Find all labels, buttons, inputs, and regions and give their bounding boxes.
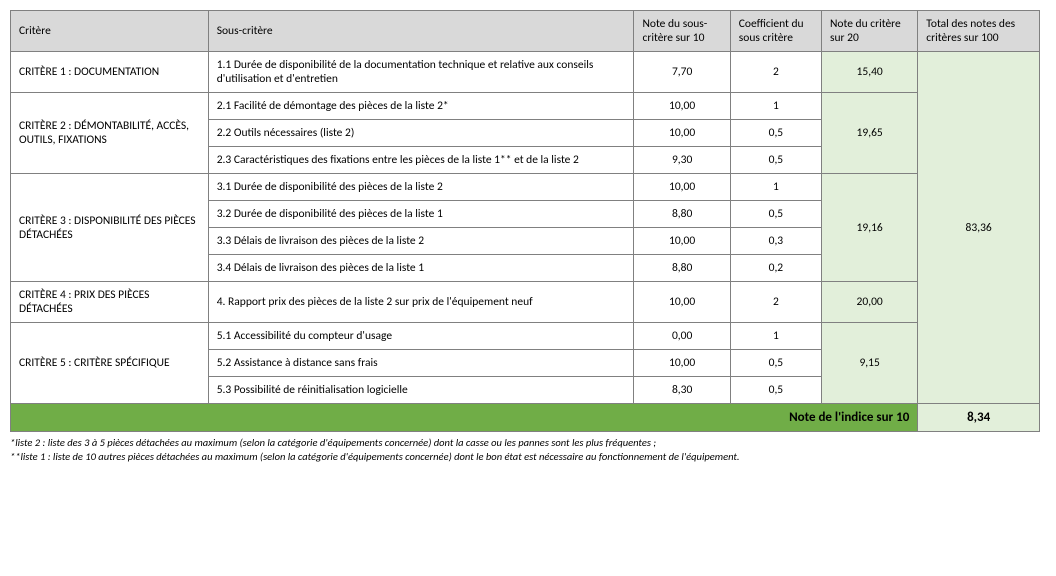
coef-5-1: 1 bbox=[730, 323, 821, 350]
sous-critere-5-2: 5.2 Assistance à distance sans frais bbox=[208, 350, 634, 377]
coef-1-1: 2 bbox=[730, 52, 821, 93]
total-indice-label: Note de l'indice sur 10 bbox=[11, 404, 918, 432]
note10-5-3: 8,30 bbox=[634, 377, 730, 404]
note10-2-3: 9,30 bbox=[634, 147, 730, 174]
sous-critere-5-1: 5.1 Accessibilité du compteur d'usage bbox=[208, 323, 634, 350]
sous-critere-1-1: 1.1 Durée de disponibilité de la documen… bbox=[208, 52, 634, 93]
sous-critere-3-3: 3.3 Délais de livraison des pièces de la… bbox=[208, 228, 634, 255]
header-sous-critere: Sous-critère bbox=[208, 11, 634, 52]
coef-3-1: 1 bbox=[730, 174, 821, 201]
critere-5-label: CRITÈRE 5 : CRITÈRE SPÉCIFIQUE bbox=[11, 323, 209, 404]
footnote-2: **liste 1 : liste de 10 autres pièces dé… bbox=[10, 450, 1040, 464]
note20-c3: 19,16 bbox=[822, 174, 918, 282]
coef-5-3: 0,5 bbox=[730, 377, 821, 404]
coef-5-2: 0,5 bbox=[730, 350, 821, 377]
total-indice-value: 8,34 bbox=[918, 404, 1040, 432]
sous-critere-3-4: 3.4 Délais de livraison des pièces de la… bbox=[208, 255, 634, 282]
critere-3-label: CRITÈRE 3 : DISPONIBILITÉ DES PIÈCES DÉT… bbox=[11, 174, 209, 282]
sous-critere-2-2: 2.2 Outils nécessaires (liste 2) bbox=[208, 120, 634, 147]
note10-3-1: 10,00 bbox=[634, 174, 730, 201]
evaluation-table: Critère Sous-critère Note du sous-critèr… bbox=[10, 10, 1040, 432]
coef-3-2: 0,5 bbox=[730, 201, 821, 228]
note20-c2: 19,65 bbox=[822, 93, 918, 174]
coef-2-3: 0,5 bbox=[730, 147, 821, 174]
note10-2-1: 10,00 bbox=[634, 93, 730, 120]
sous-critere-3-1: 3.1 Durée de disponibilité des pièces de… bbox=[208, 174, 634, 201]
table-row: CRITÈRE 1 : DOCUMENTATION 1.1 Durée de d… bbox=[11, 52, 1040, 93]
table-row: CRITÈRE 5 : CRITÈRE SPÉCIFIQUE 5.1 Acces… bbox=[11, 323, 1040, 350]
header-note-20: Note du critère sur 20 bbox=[822, 11, 918, 52]
footnotes: *liste 2 : liste des 3 à 5 pièces détach… bbox=[10, 436, 1040, 464]
note20-c4: 20,00 bbox=[822, 282, 918, 323]
critere-4-label: CRITÈRE 4 : PRIX DES PIÈCES DÉTACHÉES bbox=[11, 282, 209, 323]
note10-5-2: 10,00 bbox=[634, 350, 730, 377]
header-note-10: Note du sous-critère sur 10 bbox=[634, 11, 730, 52]
coef-4-1: 2 bbox=[730, 282, 821, 323]
note10-3-2: 8,80 bbox=[634, 201, 730, 228]
total-row: Note de l'indice sur 10 8,34 bbox=[11, 404, 1040, 432]
header-row: Critère Sous-critère Note du sous-critèr… bbox=[11, 11, 1040, 52]
header-total-100: Total des notes des critères sur 100 bbox=[918, 11, 1040, 52]
footnote-1: *liste 2 : liste des 3 à 5 pièces détach… bbox=[10, 436, 1040, 450]
sous-critere-3-2: 3.2 Durée de disponibilité des pièces de… bbox=[208, 201, 634, 228]
header-coefficient: Coefficient du sous critère bbox=[730, 11, 821, 52]
coef-3-3: 0,3 bbox=[730, 228, 821, 255]
critere-1-label: CRITÈRE 1 : DOCUMENTATION bbox=[11, 52, 209, 93]
table-row: CRITÈRE 3 : DISPONIBILITÉ DES PIÈCES DÉT… bbox=[11, 174, 1040, 201]
coef-2-2: 0,5 bbox=[730, 120, 821, 147]
note10-4-1: 10,00 bbox=[634, 282, 730, 323]
note20-c5: 9,15 bbox=[822, 323, 918, 404]
coef-3-4: 0,2 bbox=[730, 255, 821, 282]
critere-2-label: CRITÈRE 2 : DÉMONTABILITÉ, ACCÈS, OUTILS… bbox=[11, 93, 209, 174]
sous-critere-5-3: 5.3 Possibilité de réinitialisation logi… bbox=[208, 377, 634, 404]
note10-5-1: 0,00 bbox=[634, 323, 730, 350]
total-100: 83,36 bbox=[918, 52, 1040, 404]
sous-critere-2-3: 2.3 Caractéristiques des fixations entre… bbox=[208, 147, 634, 174]
header-critere: Critère bbox=[11, 11, 209, 52]
coef-2-1: 1 bbox=[730, 93, 821, 120]
note20-c1: 15,40 bbox=[822, 52, 918, 93]
note10-3-3: 10,00 bbox=[634, 228, 730, 255]
sous-critere-4-1: 4. Rapport prix des pièces de la liste 2… bbox=[208, 282, 634, 323]
note10-2-2: 10,00 bbox=[634, 120, 730, 147]
sous-critere-2-1: 2.1 Facilité de démontage des pièces de … bbox=[208, 93, 634, 120]
note10-3-4: 8,80 bbox=[634, 255, 730, 282]
table-row: CRITÈRE 4 : PRIX DES PIÈCES DÉTACHÉES 4.… bbox=[11, 282, 1040, 323]
table-row: CRITÈRE 2 : DÉMONTABILITÉ, ACCÈS, OUTILS… bbox=[11, 93, 1040, 120]
note10-1-1: 7,70 bbox=[634, 52, 730, 93]
